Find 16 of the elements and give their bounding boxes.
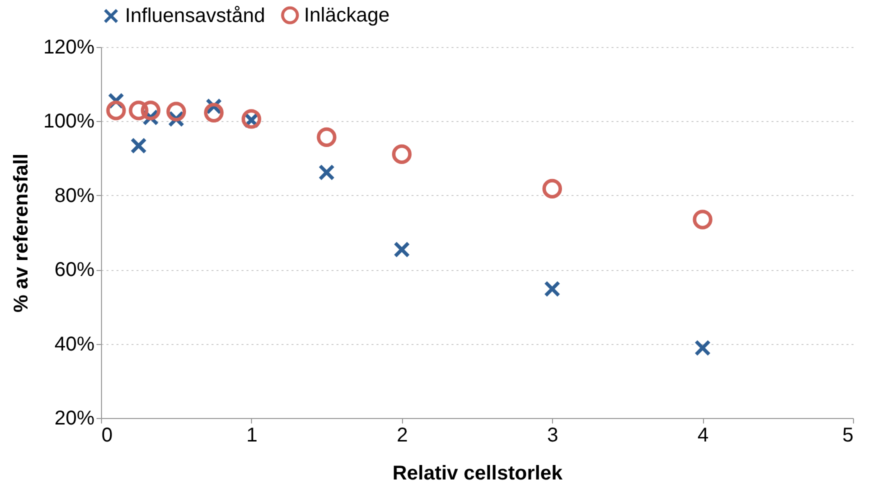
x-tick-label: 3 (547, 424, 558, 446)
y-tick-label: 120% (43, 36, 95, 58)
x-tick-label: 4 (698, 424, 709, 446)
y-axis-title: % av referensfall (10, 154, 32, 312)
x-axis-title: Relativ cellstorlek (392, 462, 564, 484)
y-tick-label: 60% (54, 259, 95, 282)
x-tick-label: 1 (246, 424, 258, 446)
legend-label: Inläckage (304, 4, 390, 26)
y-tick-label: 100% (43, 110, 95, 133)
legend-label: Influensavstånd (125, 5, 266, 28)
y-tick-label: 20% (54, 408, 95, 430)
y-tick-label: 40% (54, 333, 95, 356)
x-tick-label: 2 (396, 424, 408, 446)
x-tick-label: 0 (102, 424, 113, 446)
x-tick-label: 5 (842, 424, 854, 446)
y-tick-label: 80% (54, 184, 95, 207)
